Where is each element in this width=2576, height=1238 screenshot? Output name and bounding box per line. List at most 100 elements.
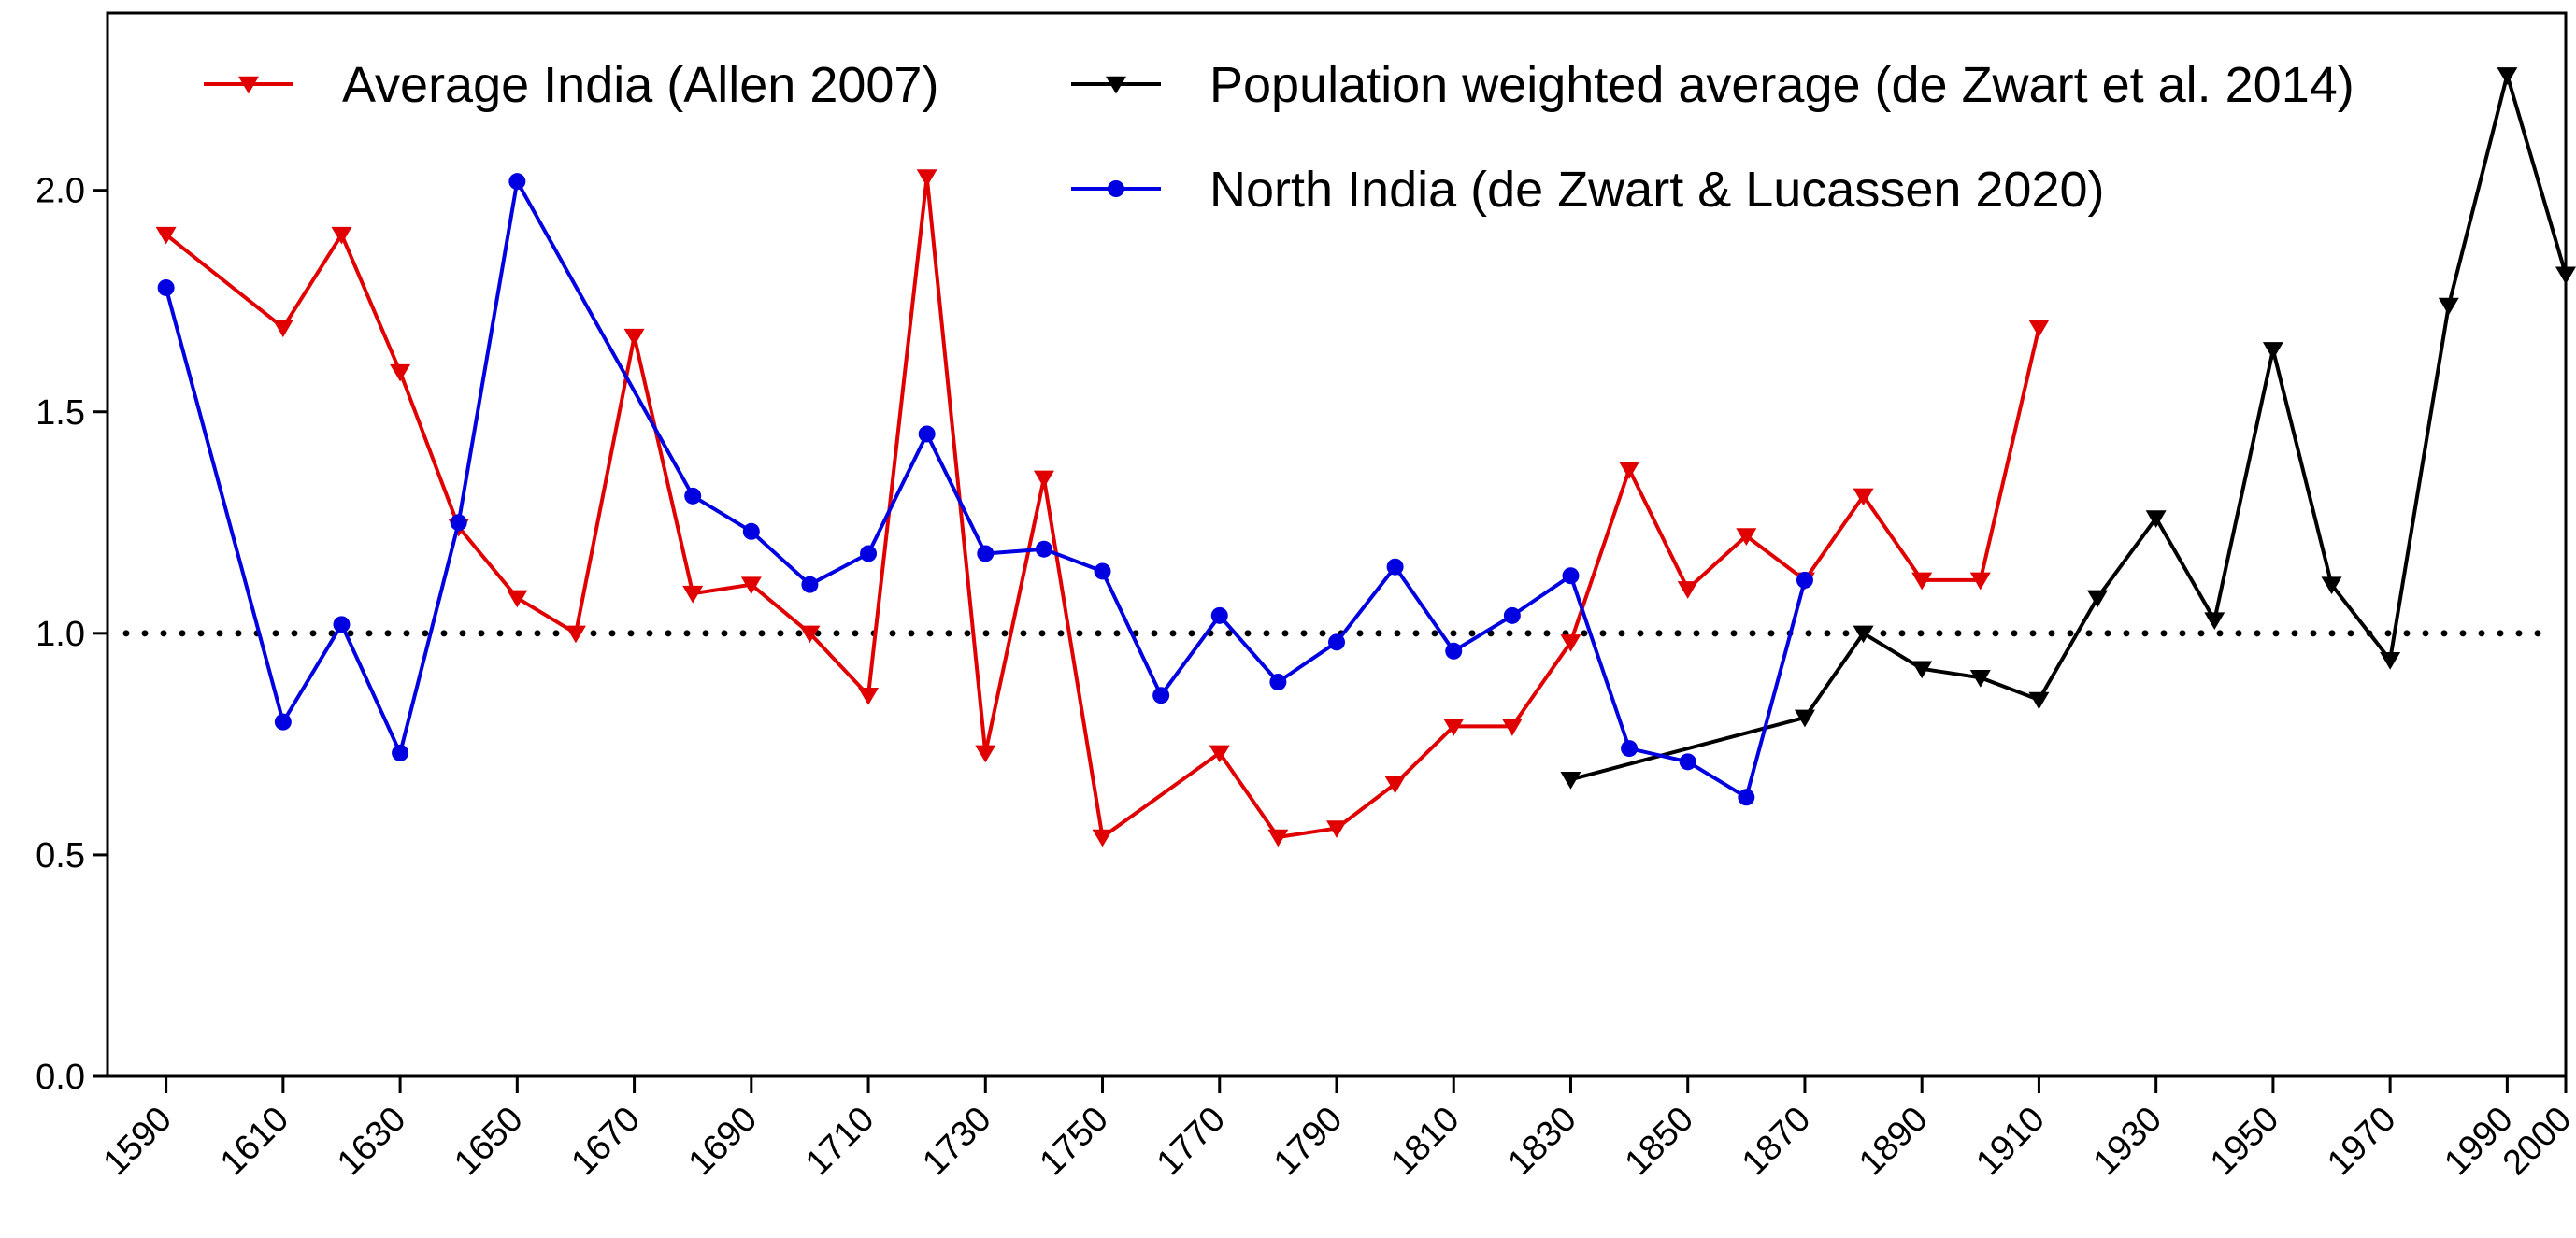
data-point <box>565 625 586 644</box>
legend-item-2: North India (de Zwart & Lucassen 2020) <box>1071 162 2105 218</box>
legend-label: North India (de Zwart & Lucassen 2020) <box>1209 162 2105 218</box>
data-point <box>1503 606 1521 624</box>
x-tick-label: 1890 <box>1852 1100 1935 1183</box>
data-point <box>1560 634 1581 652</box>
data-point <box>1443 719 1465 736</box>
data-point <box>1969 670 1991 688</box>
data-point <box>1210 606 1228 624</box>
y-tick-label: 0.0 <box>36 1058 85 1097</box>
data-point <box>1267 829 1289 847</box>
data-point <box>977 545 995 562</box>
data-point <box>272 320 293 338</box>
x-tick-label: 1710 <box>798 1100 881 1183</box>
data-point <box>508 173 526 191</box>
x-tick-label: 1730 <box>915 1100 998 1183</box>
data-point <box>507 590 528 608</box>
x-tick-label: 1650 <box>447 1100 530 1183</box>
data-point <box>1853 488 1874 506</box>
data-point <box>2028 691 2050 710</box>
data-point <box>1035 540 1052 558</box>
series-group <box>155 67 2576 847</box>
data-point <box>801 576 819 593</box>
data-point <box>2204 612 2225 631</box>
data-point <box>331 226 352 245</box>
data-point <box>2262 342 2283 360</box>
data-point <box>1386 558 1404 576</box>
legend-label: Average India (Allen 2007) <box>342 57 938 113</box>
data-point <box>1209 745 1230 763</box>
data-point <box>2145 510 2167 528</box>
data-point <box>916 169 937 187</box>
x-tick-label: 1990 <box>2437 1100 2520 1183</box>
data-point <box>1911 661 1933 679</box>
x-tick-label: 1910 <box>1968 1100 2052 1183</box>
legend: Average India (Allen 2007) Population wei… <box>204 57 2354 218</box>
data-point <box>155 226 177 245</box>
x-tick-label: 2000 <box>2496 1100 2576 1183</box>
data-point <box>1738 789 1755 806</box>
data-point <box>2380 652 2401 670</box>
data-point <box>1560 772 1581 790</box>
x-tick-label: 1790 <box>1267 1100 1350 1183</box>
y-tick-label: 2.0 <box>36 172 85 211</box>
data-point <box>333 616 351 633</box>
data-point <box>1969 572 1991 591</box>
series-line <box>165 175 2041 839</box>
data-point <box>1094 562 1111 580</box>
data-point <box>2555 266 2576 285</box>
data-point <box>390 363 411 382</box>
data-point <box>2321 576 2342 595</box>
x-tick-label: 1850 <box>1618 1100 1701 1183</box>
data-point <box>392 744 409 761</box>
x-tick-label: 1690 <box>681 1100 765 1183</box>
data-point <box>2087 590 2109 608</box>
x-tick-label: 1630 <box>330 1100 413 1183</box>
data-point <box>2438 297 2459 316</box>
data-point <box>1033 470 1054 489</box>
data-point <box>975 745 996 763</box>
data-point <box>623 328 645 347</box>
legend-item-1: Population weighted average (de Zwart et… <box>1071 57 2354 113</box>
data-point <box>1501 719 1523 736</box>
data-point <box>1911 572 1933 591</box>
x-tick-label: 1970 <box>2320 1100 2403 1183</box>
data-point <box>1152 687 1170 704</box>
legend-label: Population weighted average (de Zwart et… <box>1209 57 2354 113</box>
data-point <box>1794 709 1815 728</box>
legend-marker <box>1106 76 1126 94</box>
legend-marker <box>238 76 259 94</box>
data-point <box>858 687 880 705</box>
data-point <box>1796 571 1813 589</box>
x-tick-label: 1810 <box>1383 1100 1467 1183</box>
data-point <box>2497 67 2518 85</box>
data-point <box>1562 567 1580 585</box>
data-point <box>1328 633 1345 651</box>
data-point <box>157 278 175 296</box>
data-point <box>742 522 760 540</box>
data-point <box>1269 673 1287 690</box>
x-tick-label: 1770 <box>1150 1100 1233 1183</box>
data-point <box>1619 462 1640 479</box>
data-point <box>1736 528 1757 546</box>
x-tick-label: 1950 <box>2203 1100 2286 1183</box>
y-tick-label: 1.5 <box>36 393 85 433</box>
data-point <box>450 514 467 532</box>
data-point <box>2028 320 2050 338</box>
legend-item-0: Average India (Allen 2007) <box>204 57 938 113</box>
data-point <box>860 545 878 562</box>
x-tick-label: 1930 <box>2086 1100 2169 1183</box>
data-point <box>1326 820 1347 838</box>
x-tick-label: 1670 <box>564 1100 647 1183</box>
data-point <box>682 585 704 604</box>
series-1 <box>1560 67 2576 790</box>
data-point <box>684 487 702 505</box>
data-point <box>799 625 821 644</box>
data-point <box>1677 581 1698 599</box>
x-tick-label: 1870 <box>1735 1100 1818 1183</box>
series-line <box>164 179 1807 800</box>
data-point <box>740 576 762 595</box>
data-point <box>1384 776 1406 794</box>
y-tick-label: 0.5 <box>36 836 85 875</box>
